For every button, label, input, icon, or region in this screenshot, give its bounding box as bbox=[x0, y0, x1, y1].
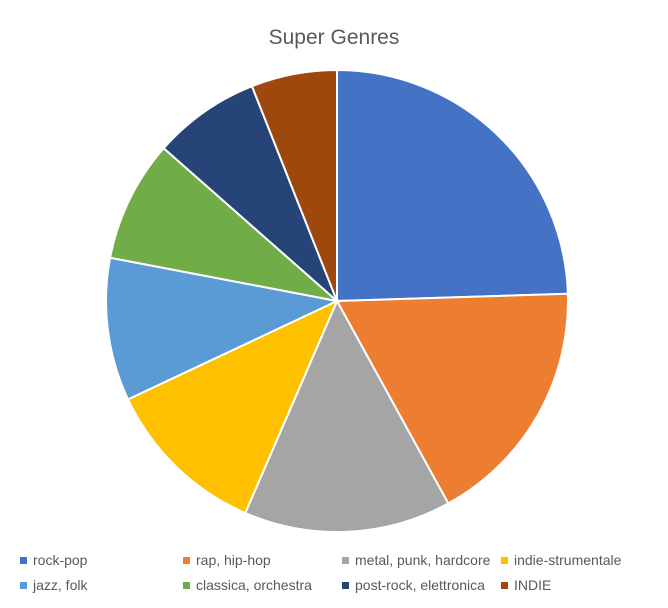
legend-item-3: metal, punk, hardcore bbox=[342, 552, 490, 568]
chart-title: Super Genres bbox=[268, 26, 400, 49]
pie-slice-4 bbox=[126, 298, 339, 515]
legend-swatch bbox=[342, 556, 349, 564]
legend-item-4: indie-strumentale bbox=[501, 552, 621, 568]
legend-swatch bbox=[342, 581, 349, 589]
legend-swatch bbox=[501, 556, 508, 564]
legend-swatch bbox=[183, 556, 190, 564]
legend-label: post-rock, elettronica bbox=[355, 577, 485, 593]
pie-chart bbox=[105, 68, 569, 533]
pie-slice-6 bbox=[108, 146, 341, 303]
legend-label: rock-pop bbox=[33, 552, 88, 568]
legend-label: indie-strumentale bbox=[514, 552, 622, 568]
pie-slice-1 bbox=[336, 68, 569, 303]
legend-item-7: post-rock, elettronica bbox=[342, 577, 485, 593]
legend-label: rap, hip-hop bbox=[196, 552, 271, 568]
legend-item-5: jazz, folk bbox=[20, 577, 87, 593]
pie-slice-2 bbox=[335, 292, 569, 505]
pie-slice-7 bbox=[162, 84, 338, 302]
legend-swatch bbox=[20, 556, 27, 564]
legend-item-2: rap, hip-hop bbox=[183, 552, 271, 568]
pie-slice-8 bbox=[250, 68, 338, 302]
legend-swatch bbox=[20, 581, 27, 589]
legend-swatch bbox=[501, 581, 508, 589]
legend-item-6: classica, orchestra bbox=[183, 577, 312, 593]
legend-item-8: INDIE bbox=[501, 577, 551, 593]
legend-item-1: rock-pop bbox=[20, 552, 87, 568]
pie-slice-3 bbox=[243, 298, 450, 533]
legend-swatch bbox=[183, 581, 190, 589]
legend-label: jazz, folk bbox=[33, 577, 88, 593]
pie-slice-5 bbox=[105, 256, 341, 401]
legend-label: INDIE bbox=[514, 577, 552, 593]
legend-label: metal, punk, hardcore bbox=[355, 552, 491, 568]
legend-label: classica, orchestra bbox=[196, 577, 312, 593]
